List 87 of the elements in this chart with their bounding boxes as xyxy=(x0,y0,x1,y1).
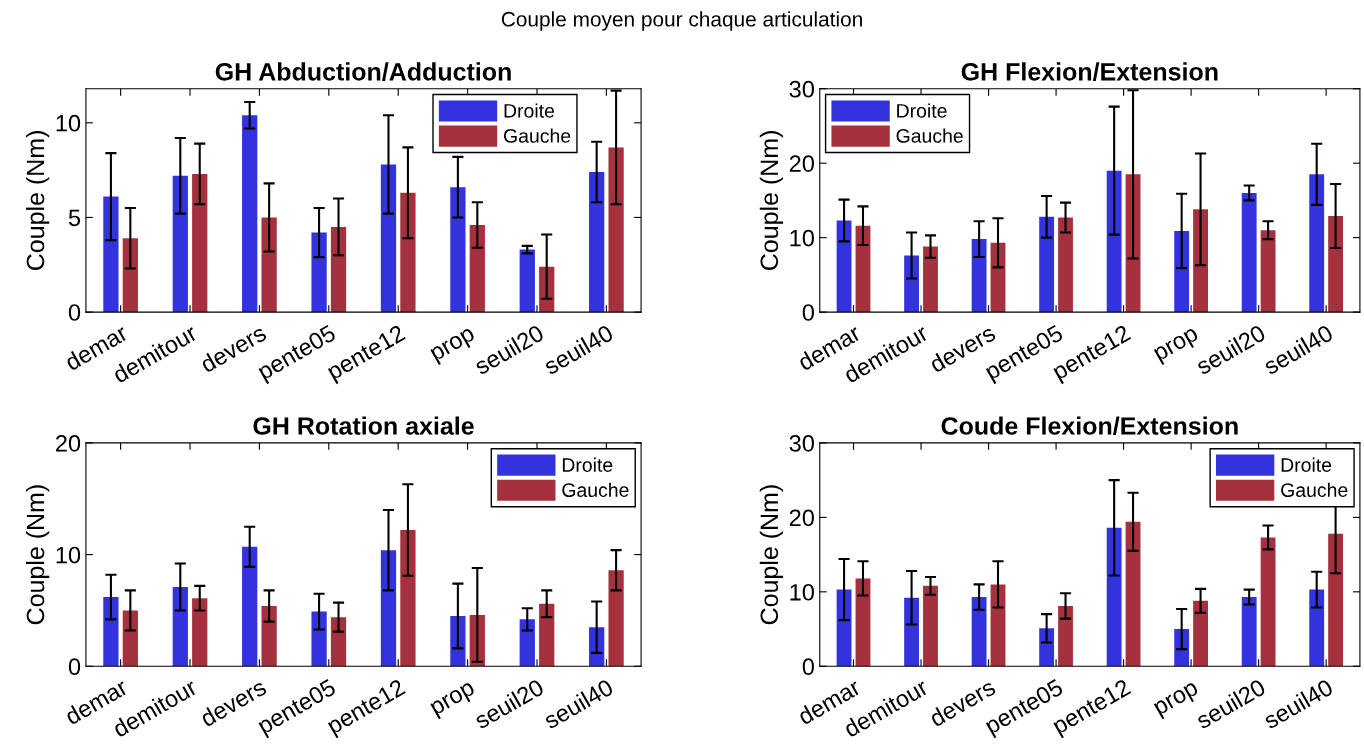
chart-title: GH Abduction/Adduction xyxy=(215,62,511,81)
bar xyxy=(990,584,1006,667)
y-axis-title: Couple (Nm) xyxy=(759,131,784,270)
y-tick-label: 0 xyxy=(68,304,81,321)
bar xyxy=(1241,597,1257,667)
y-tick-label: 0 xyxy=(802,304,814,321)
y-tick-label: 0 xyxy=(802,658,814,676)
y-tick-label: 30 xyxy=(789,435,814,452)
bar xyxy=(261,217,277,313)
bar xyxy=(242,115,258,313)
bar xyxy=(539,603,555,667)
legend-label: Gauche xyxy=(896,128,963,143)
bar xyxy=(1058,605,1073,667)
chart-title: GH Rotation axiale xyxy=(253,416,474,435)
bar xyxy=(1260,230,1276,313)
text: Couple moyen pour chaque articulation xyxy=(501,11,862,31)
bar xyxy=(608,570,624,667)
y-axis-title: Couple (Nm) xyxy=(25,131,50,270)
bar xyxy=(519,619,535,667)
legend-label: Droite xyxy=(504,103,555,118)
bar xyxy=(311,611,327,667)
bar xyxy=(904,255,920,313)
bar xyxy=(1309,589,1325,667)
y-tick-label: 20 xyxy=(789,509,814,527)
bar xyxy=(836,220,852,313)
legend-label: Gauche xyxy=(1281,482,1348,497)
bar xyxy=(855,225,871,313)
legend-label: Droite xyxy=(897,103,947,118)
bar xyxy=(261,605,277,667)
bar xyxy=(990,242,1006,313)
bar xyxy=(192,598,208,667)
bar xyxy=(242,546,258,667)
bar xyxy=(400,530,416,667)
bar xyxy=(1106,527,1122,667)
y-axis-title: Couple (Nm) xyxy=(759,485,784,625)
y-tick-label: 0 xyxy=(68,658,81,676)
bar xyxy=(1241,192,1257,313)
bar xyxy=(1039,628,1055,667)
legend-label: Droite xyxy=(1281,457,1332,472)
bar xyxy=(122,610,138,667)
bar xyxy=(1328,216,1344,313)
bar xyxy=(1328,533,1344,667)
bar xyxy=(1125,521,1141,667)
bar xyxy=(589,172,605,313)
bar xyxy=(122,238,138,313)
bar xyxy=(971,239,987,313)
bar xyxy=(1193,209,1208,313)
y-tick-label: 10 xyxy=(56,546,81,564)
chart-title: Coude Flexion/Extension xyxy=(941,416,1238,436)
bar xyxy=(836,589,852,667)
bar xyxy=(1193,600,1208,667)
y-tick-label: 30 xyxy=(789,80,814,98)
bar xyxy=(971,597,987,667)
bar xyxy=(1260,537,1276,667)
bar xyxy=(380,164,397,313)
bar xyxy=(923,246,938,313)
bar xyxy=(904,597,920,667)
bar xyxy=(1039,216,1055,313)
bar xyxy=(450,187,466,313)
y-tick-label: 10 xyxy=(790,229,814,247)
bar xyxy=(855,578,871,667)
bar xyxy=(608,147,624,313)
bar xyxy=(311,232,327,313)
y-axis-title: Couple (Nm) xyxy=(25,485,50,625)
y-tick-label: 10 xyxy=(56,114,81,132)
legend-label: Gauche xyxy=(562,482,629,497)
bar xyxy=(103,196,119,313)
bar xyxy=(469,225,485,313)
y-tick-label: 20 xyxy=(56,435,81,452)
bar xyxy=(192,173,208,313)
bar xyxy=(103,597,119,667)
bar xyxy=(400,192,416,313)
y-tick-label: 20 xyxy=(789,155,814,172)
bar xyxy=(172,175,188,313)
y-tick-label: 10 xyxy=(790,583,814,601)
bar xyxy=(1309,174,1325,313)
legend-label: Droite xyxy=(562,457,613,472)
bar xyxy=(450,616,466,667)
bar xyxy=(1058,217,1073,313)
bar xyxy=(1106,170,1122,313)
bar xyxy=(172,586,188,667)
bar xyxy=(1174,230,1190,313)
bar xyxy=(923,585,938,667)
bar xyxy=(519,249,535,313)
chart-title: GH Flexion/Extension xyxy=(961,62,1218,81)
y-tick-label: 5 xyxy=(68,209,81,227)
legend-label: Gauche xyxy=(504,128,571,143)
